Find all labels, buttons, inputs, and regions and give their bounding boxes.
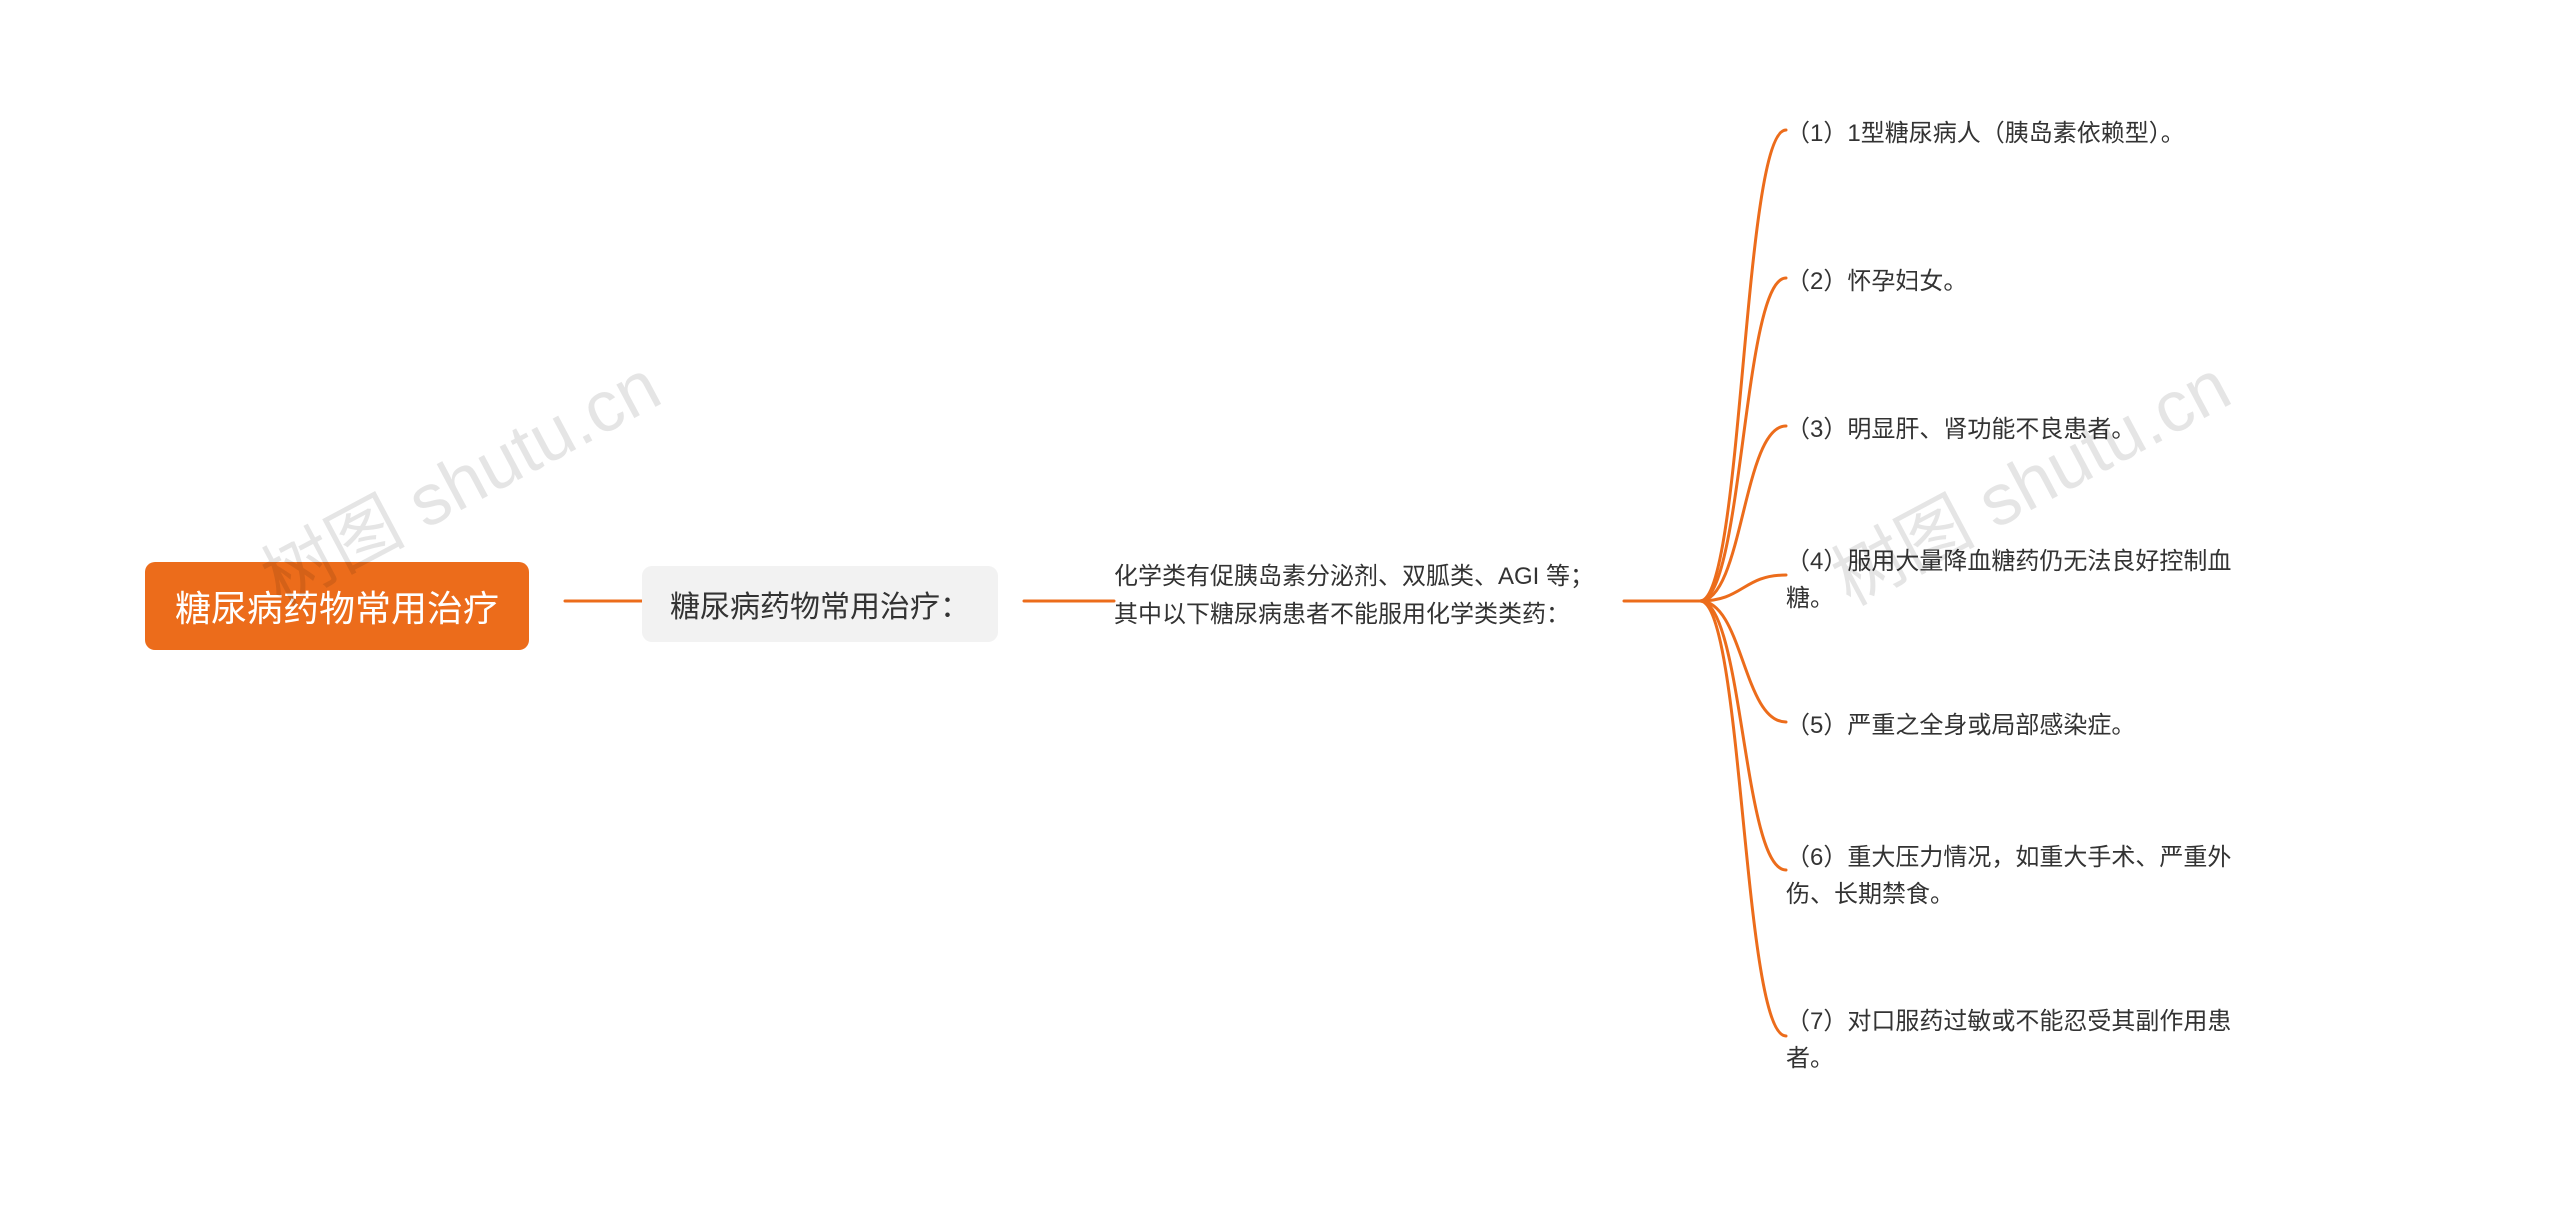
leaf-node[interactable]: （3）明显肝、肾功能不良患者。 [1786, 411, 2246, 448]
leaf-node[interactable]: （2）怀孕妇女。 [1786, 263, 2246, 300]
leaf-text: （3）明显肝、肾功能不良患者。 [1786, 411, 2135, 448]
leaf-node[interactable]: （7）对口服药过敏或不能忍受其副作用患者。 [1786, 1003, 2246, 1077]
leaf-text: （7）对口服药过敏或不能忍受其副作用患者。 [1786, 1003, 2246, 1077]
leaf-node[interactable]: （4）服用大量降血糖药仍无法良好控制血糖。 [1786, 543, 2246, 617]
root-label: 糖尿病药物常用治疗 [175, 580, 499, 632]
leaf-text: （2）怀孕妇女。 [1786, 263, 1967, 300]
description-text: 化学类有促胰岛素分泌剂、双胍类、AGI 等； 其中以下糖尿病患者不能服用化学类类… [1114, 558, 1624, 635]
leaf-node[interactable]: （1）1型糖尿病人（胰岛素依赖型）。 [1786, 115, 2246, 152]
leaf-text: （5）严重之全身或局部感染症。 [1786, 707, 2135, 744]
description-node[interactable]: 化学类有促胰岛素分泌剂、双胍类、AGI 等； 其中以下糖尿病患者不能服用化学类类… [1114, 558, 1624, 635]
leaf-text: （1）1型糖尿病人（胰岛素依赖型）。 [1786, 115, 2185, 152]
root-node[interactable]: 糖尿病药物常用治疗 [145, 562, 529, 650]
leaf-node[interactable]: （5）严重之全身或局部感染症。 [1786, 707, 2246, 744]
mindmap-canvas: 糖尿病药物常用治疗 糖尿病药物常用治疗： 化学类有促胰岛素分泌剂、双胍类、AGI… [0, 0, 2560, 1209]
leaf-text: （6）重大压力情况，如重大手术、严重外伤、长期禁食。 [1786, 839, 2246, 913]
branch-node[interactable]: 糖尿病药物常用治疗： [642, 566, 998, 642]
leaf-node[interactable]: （6）重大压力情况，如重大手术、严重外伤、长期禁食。 [1786, 839, 2246, 913]
branch-label: 糖尿病药物常用治疗： [670, 582, 970, 626]
leaf-text: （4）服用大量降血糖药仍无法良好控制血糖。 [1786, 543, 2246, 617]
